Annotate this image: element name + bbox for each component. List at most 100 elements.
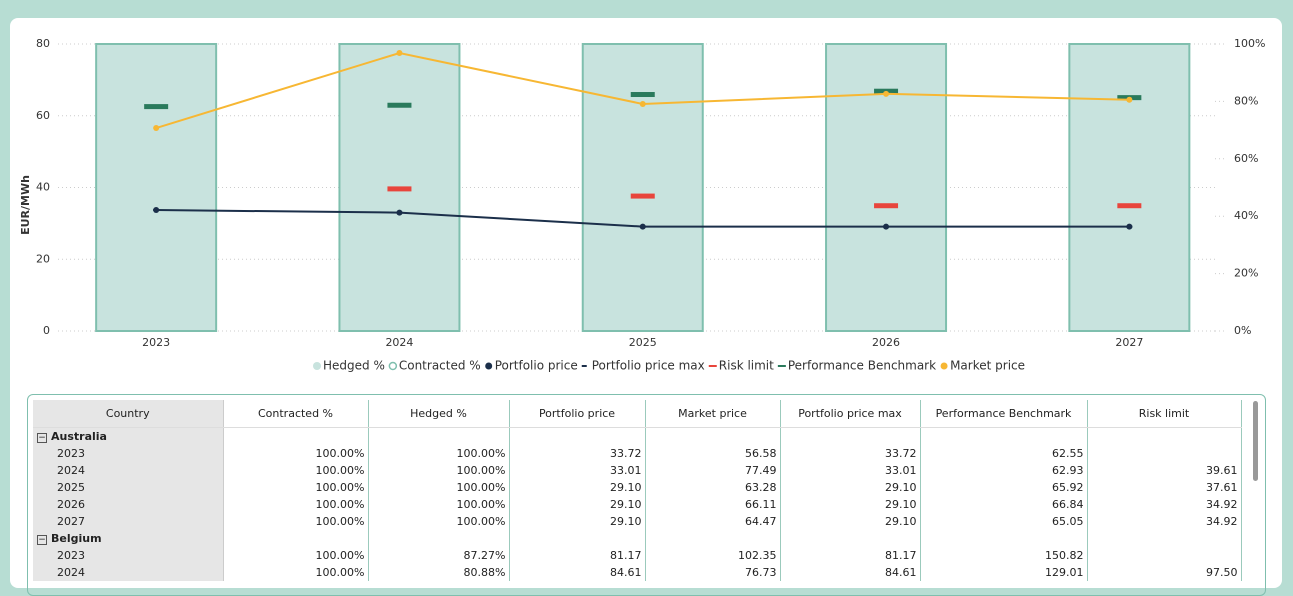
cell: 2024	[33, 462, 224, 479]
collapse-toggle[interactable]: −	[37, 535, 47, 545]
tick-marker	[396, 211, 403, 214]
bar-outline	[1068, 43, 1191, 332]
y-tick-label: 0	[43, 324, 50, 337]
y-tick-label: 40	[36, 181, 50, 194]
data-row: 2023 100.00% 100.00% 33.72 56.58 33.72 62.55	[33, 445, 1242, 462]
cell: 100.00%	[368, 479, 510, 496]
cell: 100.00%	[368, 462, 510, 479]
column-header: Country	[33, 400, 224, 428]
cell	[223, 427, 369, 445]
group-row: − Belgium	[33, 530, 1242, 547]
legend-label: Hedged %	[323, 359, 385, 373]
y2-tick-label: 80%	[1234, 94, 1258, 107]
tick-marker	[639, 225, 646, 228]
legend-swatch	[777, 365, 786, 367]
y-tick-label: 80	[36, 37, 50, 50]
y2-tick-label: 0%	[1234, 324, 1251, 337]
dash-marker	[630, 193, 655, 199]
cell: 29.10	[780, 479, 921, 496]
cell: 84.61	[509, 564, 646, 581]
cell	[920, 530, 1088, 547]
bar-outline	[581, 43, 704, 332]
x-tick-label: 2024	[385, 336, 413, 349]
legend-swatch	[388, 361, 398, 371]
cell: 34.92	[1087, 496, 1242, 513]
cell: 100.00%	[368, 445, 510, 462]
table-visual: Country Contracted % Hedged % Portfolio pri…	[27, 394, 1266, 596]
x-tick-label: 2026	[872, 336, 900, 349]
dash-marker	[874, 203, 899, 209]
legend-swatch	[485, 362, 493, 370]
legend-item: Portfolio price	[485, 359, 578, 373]
bar-outline	[825, 43, 948, 332]
point	[396, 50, 403, 57]
point	[1126, 96, 1133, 103]
group-name: Australia	[51, 430, 107, 443]
cell	[509, 427, 646, 445]
legend-swatch	[708, 365, 717, 367]
cell: 100.00%	[223, 496, 369, 513]
cell	[509, 530, 646, 547]
data-row: 2023 100.00% 87.27% 81.17 102.35 81.17 150.82	[33, 547, 1242, 564]
page: EUR/MWh 0 20 40 60 80 0% 20% 40% 60% 80% 100% 2023 2…	[10, 18, 1282, 596]
cell: 29.10	[780, 513, 921, 530]
cell: 100.00%	[223, 479, 369, 496]
cell: 2025	[33, 479, 224, 496]
legend-item: Performance Benchmark	[777, 359, 936, 373]
dash-marker	[1117, 203, 1142, 209]
cell: 33.01	[509, 462, 646, 479]
cell	[368, 427, 510, 445]
column-header: Portfolio price max	[780, 400, 921, 428]
cell: 80.88%	[368, 564, 510, 581]
cell: 100.00%	[223, 513, 369, 530]
point	[639, 100, 646, 107]
legend-label: Portfolio price max	[592, 359, 705, 373]
y-axis-title: EUR/MWh	[19, 175, 32, 235]
x-tick-label: 2025	[629, 336, 657, 349]
collapse-toggle[interactable]: −	[37, 433, 47, 443]
legend-item: Portfolio price max	[581, 359, 705, 373]
cell: 97.50	[1087, 564, 1242, 581]
cell	[645, 530, 781, 547]
cell: 81.17	[780, 547, 921, 564]
cell: 34.92	[1087, 513, 1242, 530]
matrix: Country Contracted % Hedged % Portfolio pri…	[33, 400, 1242, 581]
cell	[1087, 530, 1242, 547]
y2-tick-label: 40%	[1234, 209, 1258, 222]
cell: 2027	[33, 513, 224, 530]
cell: 33.01	[780, 462, 921, 479]
cell: 100.00%	[223, 564, 369, 581]
chart: EUR/MWh 0 20 40 60 80 0% 20% 40% 60% 80% 100% 2023 2…	[19, 37, 1265, 373]
cell: 29.10	[509, 479, 646, 496]
dash-marker	[144, 104, 169, 110]
cell: 2024	[33, 564, 224, 581]
cell: 39.61	[1087, 462, 1242, 479]
cell: 100.00%	[223, 462, 369, 479]
legend: Hedged % Contracted % Portfolio price Portf…	[313, 359, 1025, 373]
column-header: Market price	[645, 400, 781, 428]
data-row: 2027 100.00% 100.00% 29.10 64.47 29.10 65.05 34…	[33, 513, 1242, 530]
cell: 77.49	[645, 462, 781, 479]
group-row: − Australia	[33, 427, 1242, 445]
tick-marker	[1126, 225, 1133, 228]
column-header: Performance Benchmark	[920, 400, 1088, 428]
cell: 87.27%	[368, 547, 510, 564]
bar	[582, 44, 703, 331]
cell: 100.00%	[368, 513, 510, 530]
scrollbar[interactable]	[1253, 401, 1258, 481]
cell: 65.05	[920, 513, 1088, 530]
cell: 29.10	[509, 496, 646, 513]
group-cell: − Australia	[33, 427, 224, 445]
cell: 29.10	[780, 496, 921, 513]
data-row: 2026 100.00% 100.00% 29.10 66.11 29.10 66.84 34…	[33, 496, 1242, 513]
cell: 66.84	[920, 496, 1088, 513]
cell: 84.61	[780, 564, 921, 581]
cell	[645, 427, 781, 445]
cell	[780, 427, 921, 445]
y2-tick-label: 60%	[1234, 152, 1258, 165]
cell: 100.00%	[223, 547, 369, 564]
point	[153, 125, 160, 132]
cell: 33.72	[509, 445, 646, 462]
legend-item: Risk limit	[708, 359, 774, 373]
legend-swatch	[581, 365, 587, 367]
